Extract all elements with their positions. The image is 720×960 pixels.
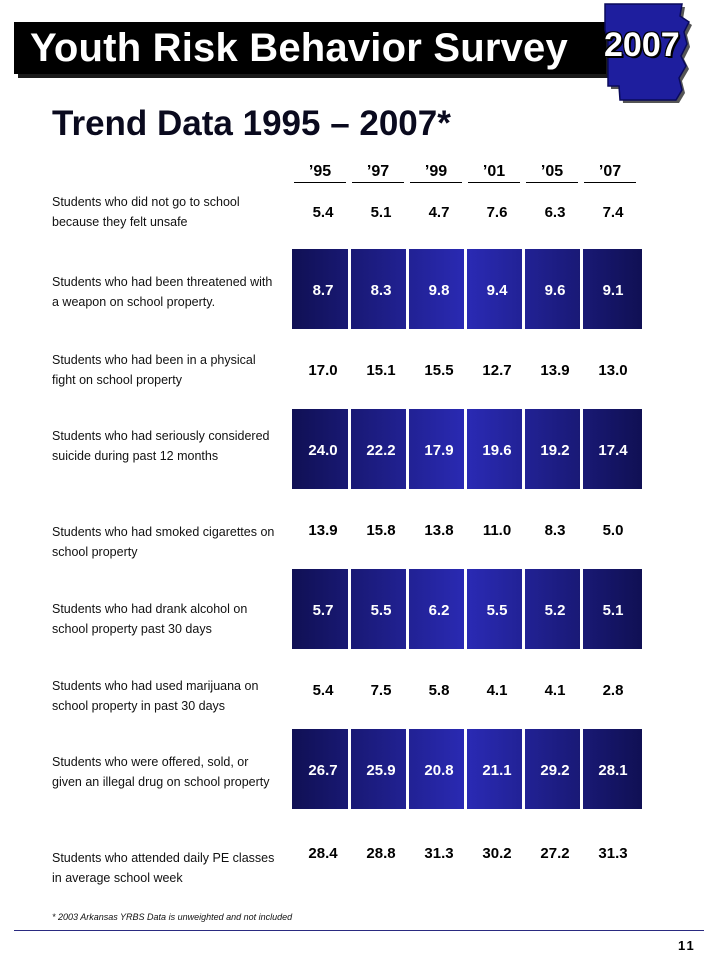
shaded-row-band	[292, 729, 642, 809]
row-label: Students who had used marijuana on schoo…	[52, 679, 259, 713]
shaded-row-band	[292, 249, 642, 329]
value-cell: 22.2	[366, 442, 396, 459]
value-cell: 7.4	[602, 204, 624, 221]
value-cell: 9.4	[486, 282, 508, 299]
value-cell: 5.1	[370, 204, 392, 221]
value-cell: 27.2	[540, 845, 570, 862]
arkansas-state-icon	[604, 3, 692, 103]
value-cell: 6.2	[428, 602, 450, 619]
year-header: ’01	[468, 163, 520, 183]
year-header: ’99	[410, 163, 462, 183]
value-cell: 30.2	[482, 845, 512, 862]
value-cell: 5.5	[486, 602, 508, 619]
value-cell: 5.4	[312, 204, 334, 221]
value-cell: 7.5	[370, 682, 392, 699]
value-cell: 29.2	[540, 762, 570, 779]
value-cell: 4.7	[428, 204, 450, 221]
value-cell: 28.4	[308, 845, 338, 862]
year-badge: 2007	[604, 26, 680, 64]
value-cell: 5.1	[602, 602, 624, 619]
value-cell: 26.7	[308, 762, 338, 779]
value-cell: 4.1	[544, 682, 566, 699]
value-cell: 8.3	[370, 282, 392, 299]
value-cell: 28.8	[366, 845, 396, 862]
value-cell: 17.9	[424, 442, 454, 459]
row-label: Students who had been threatened with a …	[52, 275, 273, 309]
value-cell: 9.8	[428, 282, 450, 299]
title-banner: Youth Risk Behavior Survey	[14, 22, 606, 74]
page-title: Youth Risk Behavior Survey	[30, 26, 568, 70]
value-cell: 12.7	[482, 362, 512, 379]
value-cell: 17.0	[308, 362, 338, 379]
row-label: Students who had been in a physical figh…	[52, 353, 256, 387]
value-cell: 25.9	[366, 762, 396, 779]
row-label: Students who had smoked cigarettes on sc…	[52, 525, 275, 559]
row-label: Students who had drank alcohol on school…	[52, 602, 248, 636]
value-cell: 19.2	[540, 442, 570, 459]
year-header-row: ’95 ’97 ’99 ’01 ’05 ’07	[292, 163, 642, 187]
value-cell: 7.6	[486, 204, 508, 221]
page-number: 11	[678, 938, 696, 953]
value-cell: 5.8	[428, 682, 450, 699]
value-cell: 28.1	[598, 762, 628, 779]
row-label: Students who had seriously considered su…	[52, 429, 270, 463]
value-cell: 13.9	[540, 362, 570, 379]
value-cell: 9.1	[602, 282, 624, 299]
value-cell: 5.0	[602, 522, 624, 539]
value-cell: 8.3	[544, 522, 566, 539]
value-cell: 31.3	[598, 845, 628, 862]
value-cell: 5.7	[312, 602, 334, 619]
value-cell: 17.4	[598, 442, 628, 459]
footnote: * 2003 Arkansas YRBS Data is unweighted …	[52, 912, 293, 922]
footer-divider	[14, 930, 704, 931]
value-cell: 5.5	[370, 602, 392, 619]
value-cell: 15.1	[366, 362, 396, 379]
value-cell: 8.7	[312, 282, 334, 299]
year-header: ’05	[526, 163, 578, 183]
year-header: ’95	[294, 163, 346, 183]
value-cell: 15.8	[366, 522, 396, 539]
year-header: ’97	[352, 163, 404, 183]
value-cell: 6.3	[544, 204, 566, 221]
page-subtitle: Trend Data 1995 – 2007*	[52, 104, 451, 143]
value-cell: 24.0	[308, 442, 338, 459]
value-cell: 11.0	[482, 522, 512, 539]
row-label: Students who did not go to school becaus…	[52, 195, 240, 229]
value-cell: 13.0	[598, 362, 628, 379]
value-cell: 9.6	[544, 282, 566, 299]
value-cell: 13.8	[424, 522, 454, 539]
shaded-row-band	[292, 569, 642, 649]
value-cell: 13.9	[308, 522, 338, 539]
value-cell: 5.4	[312, 682, 334, 699]
value-cell: 5.2	[544, 602, 566, 619]
shaded-row-band	[292, 409, 642, 489]
value-cell: 19.6	[482, 442, 512, 459]
value-cell: 31.3	[424, 845, 454, 862]
value-cell: 20.8	[424, 762, 454, 779]
row-label: Students who were offered, sold, or give…	[52, 755, 270, 789]
value-cell: 21.1	[482, 762, 512, 779]
year-header: ’07	[584, 163, 636, 183]
value-cell: 15.5	[424, 362, 454, 379]
value-cell: 2.8	[602, 682, 624, 699]
row-label: Students who attended daily PE classes i…	[52, 851, 275, 885]
value-cell: 4.1	[486, 682, 508, 699]
